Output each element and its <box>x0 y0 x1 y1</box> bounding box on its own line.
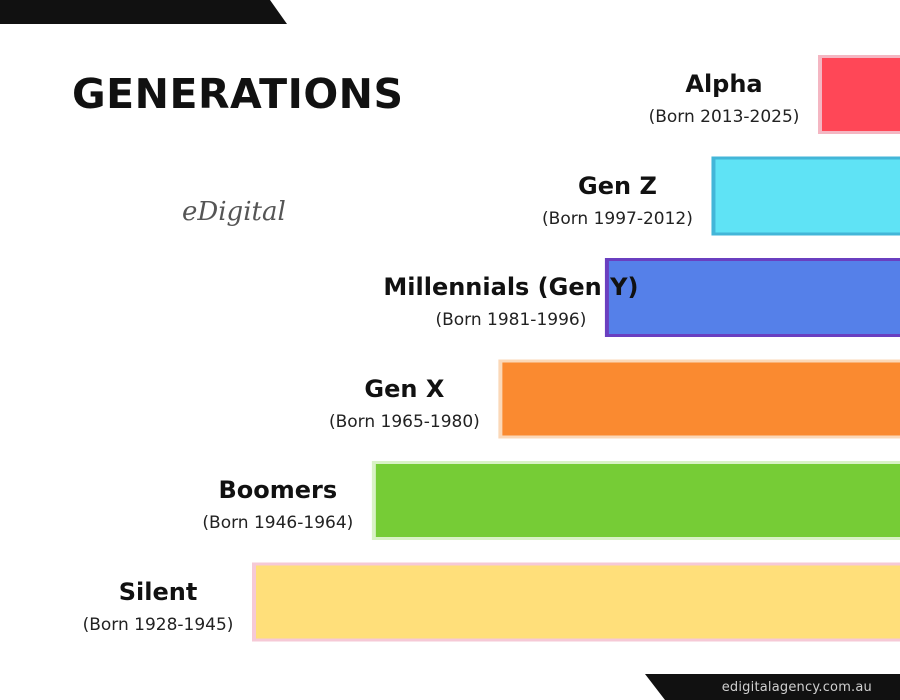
bar-label-name: Alpha <box>685 70 763 98</box>
bar-label-years: (Born 1997-2012) <box>542 208 693 229</box>
bar-label-years: (Born 1981-1996) <box>435 310 587 330</box>
edigital-logo: eDigital <box>182 197 286 227</box>
bar-label-years: (Born 2013-2025) <box>648 107 800 127</box>
bar-gen-x <box>502 362 900 436</box>
bar-label-name: Millennials (Gen Y) <box>383 273 639 301</box>
bar-label-name: Boomers <box>218 476 338 504</box>
bar-label-name: Gen Z <box>578 171 657 200</box>
bar-label-name: Gen X <box>364 374 445 403</box>
bar-alpha <box>822 58 900 131</box>
bar-label-name: Silent <box>118 577 198 606</box>
bar-millennials-gen-y <box>608 261 900 334</box>
bar-label-years: (Born 1928-1945) <box>82 614 234 635</box>
bar-label-years: (Born 1965-1980) <box>328 411 480 432</box>
bar-silent <box>256 565 900 639</box>
bar-boomers <box>375 464 900 537</box>
top-corner-decoration <box>0 0 287 24</box>
bar-label-years: (Born 1946-1964) <box>202 513 354 533</box>
bottom-corner-decoration <box>645 674 900 700</box>
page-title: GENERATIONS <box>72 70 404 118</box>
footer-url: edigitalagency.com.au <box>721 680 872 695</box>
bar-gen-z <box>715 159 900 233</box>
